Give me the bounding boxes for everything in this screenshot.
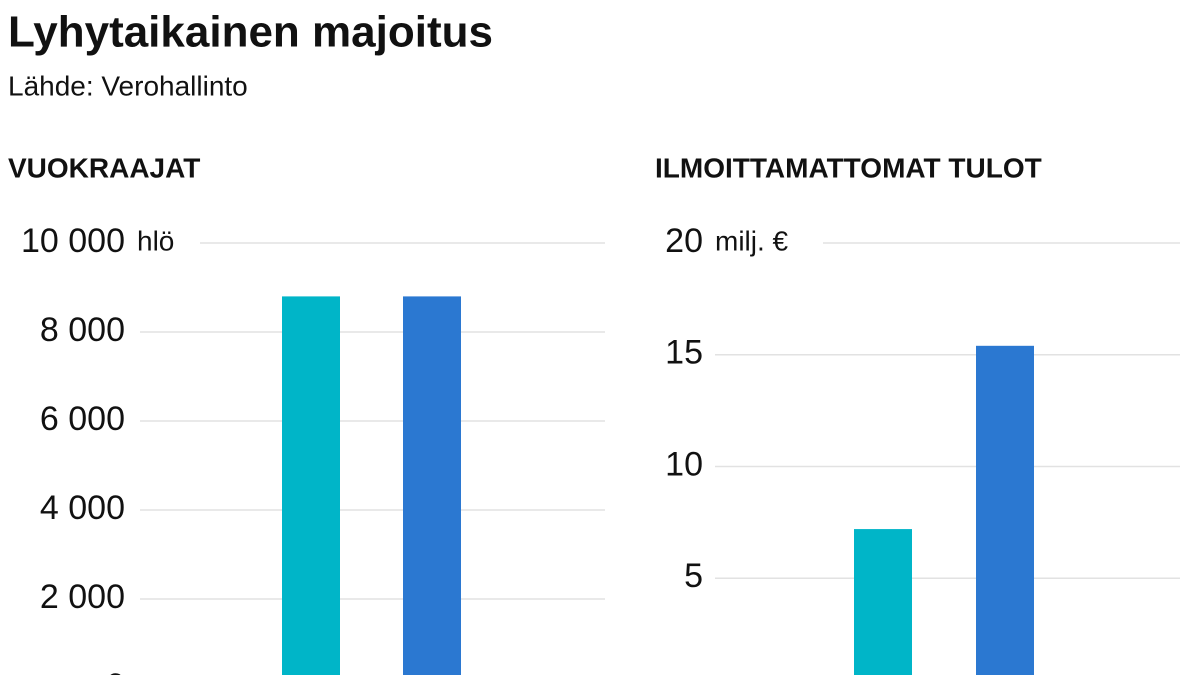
source: Lähde: Verohallinto xyxy=(8,70,248,101)
y-tick-label: 5 xyxy=(684,557,703,595)
y-tick-label: 0 xyxy=(106,667,125,675)
chart-title: ILMOITTAMATTOMAT TULOT xyxy=(655,152,1042,183)
y-unit: hlö xyxy=(137,225,174,256)
chart-title: VUOKRAAJAT xyxy=(8,152,200,183)
y-tick-label: 10 xyxy=(665,445,703,483)
y-tick-label: 2 000 xyxy=(40,578,125,616)
y-tick-label: 8 000 xyxy=(40,311,125,349)
y-tick-label: 10 000 xyxy=(21,222,125,260)
y-tick-label: 15 xyxy=(665,334,703,372)
y-unit: milj. € xyxy=(715,225,789,256)
y-tick-label: 4 000 xyxy=(40,489,125,527)
y-tick-label: 0 xyxy=(684,669,703,675)
bar xyxy=(976,345,1034,675)
bar xyxy=(282,296,340,675)
bar xyxy=(403,296,461,675)
page-title: Lyhytaikainen majoitus xyxy=(8,8,493,57)
bar xyxy=(854,529,912,675)
y-tick-label: 20 xyxy=(665,222,703,260)
y-tick-label: 6 000 xyxy=(40,400,125,438)
